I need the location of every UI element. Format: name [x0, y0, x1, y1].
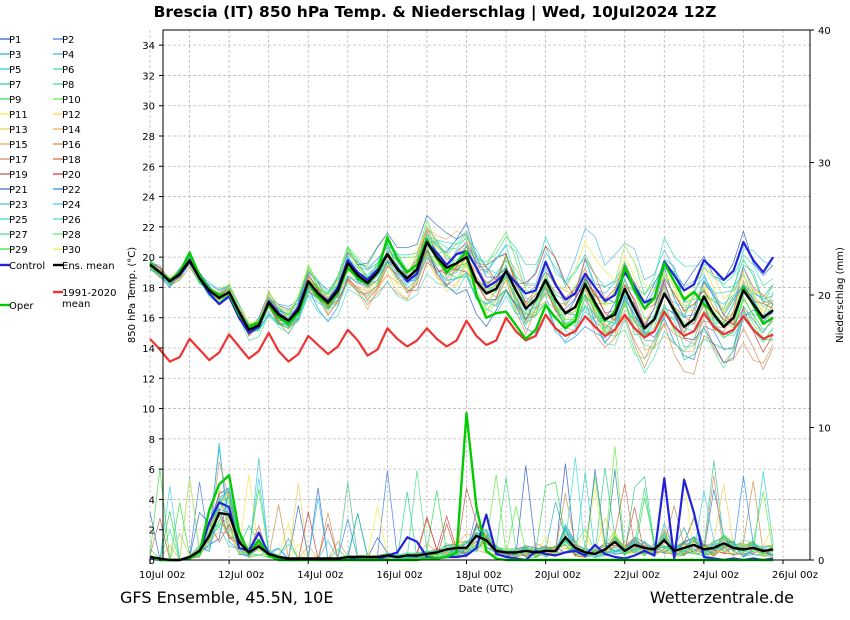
x-tick-label: 26Jul 00z — [772, 570, 818, 581]
legend-label: P13 — [9, 125, 28, 136]
footer-model-info: GFS Ensemble, 45.5N, 10E — [120, 588, 334, 607]
ens-mean-precip-line — [149, 511, 774, 562]
legend-label: P10 — [62, 95, 81, 106]
grid-lines — [149, 30, 810, 561]
x-tick-label: 10Jul 00z — [139, 570, 185, 581]
x-tick-label: 24Jul 00z — [693, 570, 739, 581]
y2-tick-label: 0 — [818, 556, 824, 567]
y2-tick-label: 20 — [818, 291, 831, 302]
chart-title: Brescia (IT) 850 hPa Temp. & Niederschla… — [154, 3, 717, 22]
y-tick-label: 24 — [142, 193, 155, 204]
1991-2020-mean-temp-line — [149, 310, 774, 363]
legend-label: P22 — [62, 185, 81, 196]
y-tick-label: 18 — [142, 283, 155, 294]
y-tick-label: 14 — [142, 344, 155, 355]
y-tick-label: 4 — [149, 495, 155, 506]
legend-label: P30 — [62, 245, 81, 256]
legend-label: P20 — [62, 170, 81, 181]
y-tick-label: 28 — [142, 132, 155, 143]
y-tick-label: 32 — [142, 71, 155, 82]
legend-label: P11 — [9, 110, 28, 121]
legend-label: P14 — [62, 125, 81, 136]
legend-label: P27 — [9, 230, 28, 241]
legend-label: P6 — [62, 65, 74, 76]
legend-label: P25 — [9, 215, 28, 226]
legend-label: P21 — [9, 185, 28, 196]
legend-label: P28 — [62, 230, 81, 241]
control-precip-line — [149, 477, 774, 562]
legend-label: P1 — [9, 35, 21, 46]
y-tick-label: 10 — [142, 405, 155, 416]
y-axis-label: 850 hPa Temp. (°C) — [127, 247, 138, 343]
legend-label: P15 — [9, 140, 28, 151]
y2-tick-label: 30 — [818, 159, 831, 170]
legend-label: P18 — [62, 155, 81, 166]
x-tick-label: 16Jul 00z — [376, 570, 422, 581]
x-tick-label: 14Jul 00z — [297, 570, 343, 581]
legend-label: Oper — [9, 301, 34, 312]
x-tick-label: 20Jul 00z — [535, 570, 581, 581]
legend-label: mean — [62, 299, 90, 310]
legend-label: 1991-2020 — [62, 288, 117, 299]
ensemble-member-precip-line — [149, 468, 774, 561]
y-tick-label: 2 — [149, 526, 155, 537]
legend-label: P9 — [9, 95, 21, 106]
y-tick-label: 6 — [149, 465, 155, 476]
y2-tick-label: 40 — [818, 26, 831, 37]
legend: P1 P2 P3 P4 P5 P6 P7 P8 P9 P10 P11 P12 P13 P14 P15 P16 P… — [0, 35, 117, 312]
y-tick-label: 30 — [142, 102, 155, 113]
ens-mean-temp-line — [149, 240, 774, 331]
legend-label: P24 — [62, 200, 81, 211]
x-tick-label: 12Jul 00z — [218, 570, 264, 581]
y-tick-label: 8 — [149, 435, 155, 446]
ensemble-member-precip-line — [149, 477, 774, 561]
y-tick-label: 16 — [142, 314, 155, 325]
legend-label: P7 — [9, 80, 21, 91]
legend-label: P29 — [9, 245, 28, 256]
ensemble-member-temp-line — [149, 255, 774, 369]
footer-source: Wetterzentrale.de — [649, 588, 794, 607]
x-tick-label: 18Jul 00z — [456, 570, 502, 581]
x-tick-label: 22Jul 00z — [614, 570, 660, 581]
legend-label: Control — [9, 261, 45, 272]
y-tick-label: 26 — [142, 162, 155, 173]
legend-label: P19 — [9, 170, 28, 181]
control-temp-line — [149, 240, 775, 334]
legend-label: P17 — [9, 155, 28, 166]
legend-label: P4 — [62, 50, 74, 61]
x-axis-label: Date (UTC) — [459, 584, 514, 595]
legend-label: Ens. mean — [62, 261, 115, 272]
ensemble-member-precip-line — [149, 524, 774, 561]
y-tick-label: 12 — [142, 374, 155, 385]
y2-axis-label: Niederschlag (mm) — [835, 247, 846, 343]
oper-temp-line — [149, 236, 774, 341]
legend-label: P26 — [62, 215, 81, 226]
y2-tick-label: 10 — [818, 424, 831, 435]
legend-label: P23 — [9, 200, 28, 211]
y-tick-label: 34 — [142, 41, 155, 52]
legend-label: P3 — [9, 50, 21, 61]
legend-label: P12 — [62, 110, 81, 121]
axes: 0246810121416182022242628303234010203040… — [139, 26, 831, 581]
legend-label: P2 — [62, 35, 74, 46]
y-tick-label: 22 — [142, 223, 155, 234]
legend-label: P8 — [62, 80, 74, 91]
y-tick-label: 20 — [142, 253, 155, 264]
y-tick-label: 0 — [149, 556, 155, 567]
legend-label: P5 — [9, 65, 21, 76]
legend-label: P16 — [62, 140, 81, 151]
ensemble-member-temp-line — [149, 232, 774, 323]
